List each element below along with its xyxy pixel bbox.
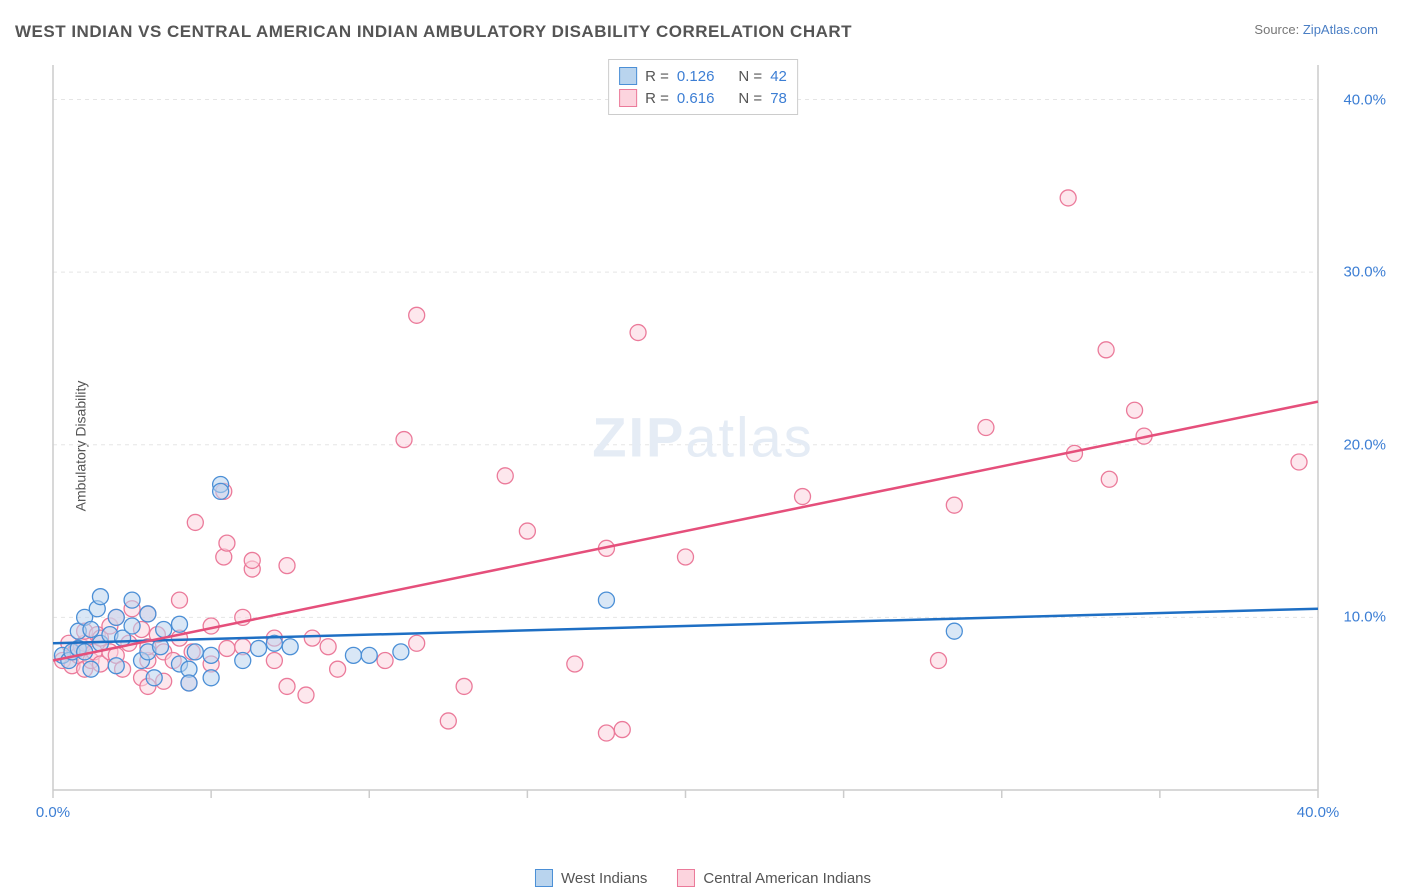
y-tick-label: 10.0% bbox=[1343, 609, 1386, 626]
legend-swatch-icon bbox=[677, 869, 695, 887]
y-tick-label: 40.0% bbox=[1343, 91, 1386, 108]
legend-series-label: West Indians bbox=[561, 870, 647, 887]
chart-svg bbox=[48, 55, 1358, 825]
legend-r-label: R = bbox=[645, 90, 669, 107]
legend-bottom: West Indians Central American Indians bbox=[535, 869, 871, 887]
plot-area: ZIPatlas bbox=[48, 55, 1358, 825]
legend-top: R = 0.126 N = 42 R = 0.616 N = 78 bbox=[608, 59, 798, 115]
chart-title: WEST INDIAN VS CENTRAL AMERICAN INDIAN A… bbox=[15, 22, 852, 42]
legend-n-label: N = bbox=[738, 68, 762, 85]
source-label: Source: bbox=[1254, 22, 1299, 37]
legend-r-value: 0.616 bbox=[677, 90, 715, 107]
chart-container: WEST INDIAN VS CENTRAL AMERICAN INDIAN A… bbox=[0, 0, 1406, 892]
legend-r-label: R = bbox=[645, 68, 669, 85]
x-tick-label: 40.0% bbox=[1297, 804, 1340, 821]
legend-top-row: R = 0.616 N = 78 bbox=[619, 87, 787, 109]
legend-bottom-item: West Indians bbox=[535, 869, 647, 887]
legend-n-label: N = bbox=[738, 90, 762, 107]
legend-n-value: 42 bbox=[770, 68, 787, 85]
legend-swatch-icon bbox=[619, 67, 637, 85]
legend-swatch-icon bbox=[535, 869, 553, 887]
legend-bottom-item: Central American Indians bbox=[677, 869, 871, 887]
legend-n-value: 78 bbox=[770, 90, 787, 107]
source-link[interactable]: ZipAtlas.com bbox=[1303, 22, 1378, 37]
legend-swatch-icon bbox=[619, 89, 637, 107]
y-tick-label: 30.0% bbox=[1343, 264, 1386, 281]
y-tick-label: 20.0% bbox=[1343, 436, 1386, 453]
source-attribution: Source: ZipAtlas.com bbox=[1254, 22, 1378, 37]
legend-series-label: Central American Indians bbox=[703, 870, 871, 887]
legend-r-value: 0.126 bbox=[677, 68, 715, 85]
legend-top-row: R = 0.126 N = 42 bbox=[619, 65, 787, 87]
x-tick-label: 0.0% bbox=[36, 804, 70, 821]
